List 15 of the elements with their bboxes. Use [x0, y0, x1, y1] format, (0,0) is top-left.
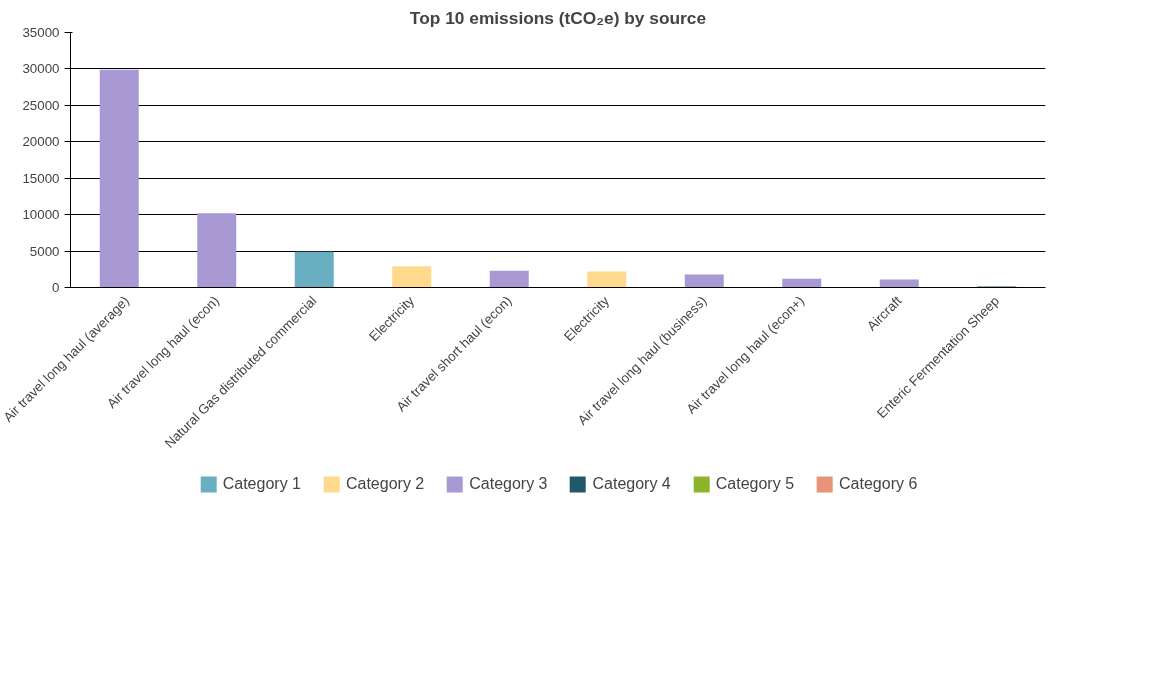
legend-label: Category 6: [839, 475, 918, 493]
chart-title: Top 10 emissions (tCO₂e) by source: [409, 7, 707, 28]
y-tick-label: 35000: [22, 25, 60, 40]
y-tick-label: 0: [52, 280, 60, 295]
y-tick-label: 25000: [22, 97, 60, 113]
y-tick-label: 10000: [22, 207, 60, 223]
legend-label: Category 2: [345, 475, 425, 493]
y-tick-label: 5000: [29, 243, 60, 259]
legend-label: Category 5: [715, 475, 795, 493]
legend-label: Category 1: [222, 475, 301, 493]
y-tick-label: 15000: [22, 170, 60, 186]
y-tick-label: 30000: [22, 61, 60, 77]
legend-label: Category 3: [469, 475, 548, 493]
legend-label: Category 4: [592, 475, 671, 493]
y-tick-label: 20000: [22, 134, 60, 150]
